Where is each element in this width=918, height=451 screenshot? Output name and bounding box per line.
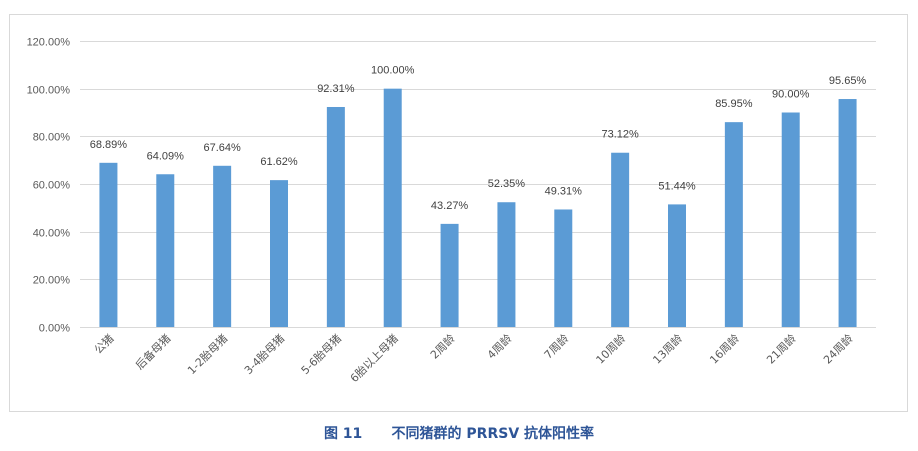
data-label: 68.89% <box>90 139 128 151</box>
x-tick-label: 5-6胎母猪 <box>298 331 344 377</box>
x-tick-label: 4周龄 <box>484 331 514 361</box>
x-tick-label: 2周龄 <box>427 331 457 361</box>
y-tick-label: 20.00% <box>33 275 71 287</box>
data-label: 43.27% <box>431 200 469 212</box>
x-tick-label: 1-2胎母猪 <box>184 331 230 377</box>
data-label: 67.64% <box>203 142 241 154</box>
y-tick-label: 40.00% <box>33 228 71 240</box>
x-tick-label: 7周龄 <box>541 331 571 361</box>
x-tick-label: 后备母猪 <box>132 331 173 372</box>
x-tick-label: 公猪 <box>92 332 117 357</box>
grid-lines <box>80 41 876 328</box>
data-label: 92.31% <box>317 83 355 95</box>
bar <box>668 204 686 327</box>
figure-number: 图 11 <box>323 426 363 442</box>
data-label: 73.12% <box>601 129 639 141</box>
bar <box>99 162 118 327</box>
x-tick-label: 16周龄 <box>707 331 742 366</box>
data-label: 51.44% <box>658 180 696 192</box>
x-tick-label: 13周龄 <box>650 331 685 366</box>
bar <box>838 99 857 327</box>
data-label: 85.95% <box>715 98 753 110</box>
bar <box>326 106 345 327</box>
data-labels: 68.89% 64.09% 67.64% 61.62% 92.31% 100.00% 43.… <box>90 65 867 212</box>
bar <box>383 88 402 328</box>
x-tick-label: 21周龄 <box>763 331 798 366</box>
data-label: 61.62% <box>260 156 298 168</box>
x-tick-label: 10周龄 <box>593 331 628 366</box>
y-tick-label: 60.00% <box>33 180 71 192</box>
figure-title: 不同猪群的 PRRSV 抗体阳性率 <box>391 426 595 442</box>
bar <box>270 180 288 327</box>
y-tick-label: 80.00% <box>33 132 71 144</box>
data-label: 90.00% <box>772 89 810 101</box>
data-label: 95.65% <box>829 75 867 87</box>
y-axis-ticks: 0.00% 20.00% 40.00% 60.00% 80.00% 100.00% 120.… <box>27 37 71 335</box>
bars <box>99 88 857 328</box>
data-label: 49.31% <box>545 185 583 197</box>
chart-frame: 0.00% 20.00% 40.00% 60.00% 80.00% 100.00% 120.… <box>9 14 908 412</box>
bar <box>497 202 516 327</box>
bar <box>440 223 459 327</box>
data-label: 52.35% <box>488 178 526 190</box>
y-tick-label: 120.00% <box>27 37 71 49</box>
data-label: 64.09% <box>147 150 185 162</box>
bar <box>554 209 573 327</box>
bar <box>724 122 743 327</box>
x-tick-label: 6胎以上母猪 <box>347 331 401 385</box>
x-tick-label: 3-4胎母猪 <box>241 331 287 377</box>
bar <box>156 174 175 327</box>
y-tick-label: 0.00% <box>39 323 70 335</box>
bar <box>213 165 232 327</box>
figure-caption: 图 11 不同猪群的 PRRSV 抗体阳性率 <box>0 423 918 443</box>
y-tick-label: 100.00% <box>27 85 71 97</box>
x-axis-ticks: 公猪 后备母猪 1-2胎母猪 3-4胎母猪 5-6胎母猪 6胎以上母猪 2周龄 4周龄 7周龄 1… <box>92 331 856 385</box>
bar <box>781 112 800 327</box>
data-label: 100.00% <box>371 65 415 77</box>
bar-chart: 0.00% 20.00% 40.00% 60.00% 80.00% 100.00% 120.… <box>27 37 876 385</box>
bar <box>611 152 630 327</box>
x-tick-label: 24周龄 <box>820 331 855 366</box>
